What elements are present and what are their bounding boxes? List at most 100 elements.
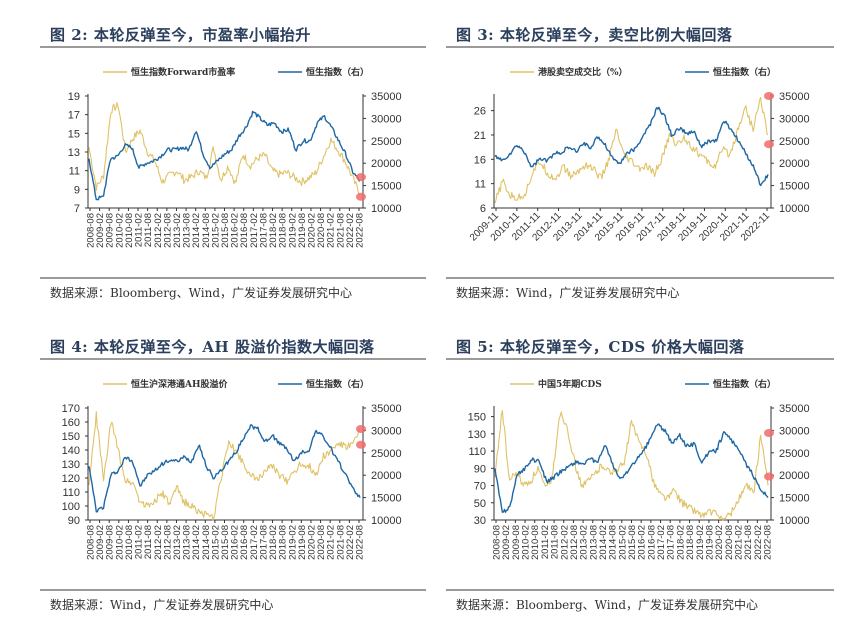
x-tick-label: 2016-02: [230, 213, 241, 248]
x-tick-label: 2015-08: [627, 525, 638, 560]
x-tick-label: 2015-08: [220, 525, 231, 560]
x-tick-label: 2016-02: [230, 525, 241, 560]
x-tick-label: 2021-08: [743, 525, 754, 560]
chart: 恒生指数Forward市盈率 恒生指数（右） 7 9 11 13 15 17 19 10000 15…: [68, 66, 402, 248]
right-tick-label: 15000: [371, 493, 402, 505]
x-tick-label: 2017-02: [656, 525, 667, 560]
x-tick-label: 2012-08: [162, 213, 173, 248]
left-tick-label: 90: [474, 463, 486, 475]
x-tick-label: 2017-02: [249, 525, 260, 560]
right-tick-label: 15000: [779, 181, 810, 193]
x-tick-label: 2019-02: [287, 213, 298, 248]
x-tick-label: 2022-08: [355, 213, 366, 248]
left-tick-label: 9: [74, 184, 80, 196]
x-tick-label: 2012-02: [559, 525, 570, 560]
x-tick-label: 2014-02: [191, 213, 202, 248]
legend-label-right-series: 恒生指数（右）: [306, 66, 369, 78]
right-series-line: [494, 423, 769, 513]
left-tick-label: 160: [62, 417, 80, 429]
x-tick-label: 2013-08: [182, 213, 193, 248]
x-tick-label: 2014-08: [201, 525, 212, 560]
left-series-line: [494, 96, 769, 204]
left-tick-label: 6: [480, 203, 486, 215]
source-rule: [446, 589, 834, 591]
legend: 港股卖空成交比（%） 恒生指数（右）: [510, 66, 776, 78]
source-note: 数据来源：Wind，广发证券发展研究中心: [50, 598, 274, 612]
x-tick-label: 2014-02: [191, 525, 202, 560]
x-tick-label: 2013-08: [588, 525, 599, 560]
right-tick-label: 35000: [779, 403, 810, 415]
figure-2-panel: 图 2: 本轮反弹至今，市盈率小幅抬升 恒生指数Forward市盈率 恒生指数（右…: [40, 24, 426, 314]
x-tick-label: 2011-08: [550, 525, 561, 559]
source-note: 数据来源：Wind，广发证券发展研究中心: [456, 286, 680, 300]
x-tick-label: 2016-08: [646, 525, 657, 560]
legend-label-left-series: 恒生沪深港通AH股溢价: [131, 378, 228, 390]
left-tick-label: 21: [474, 130, 486, 142]
x-tick-label: 2022-02: [345, 213, 356, 248]
source-rule: [40, 277, 426, 279]
chart: 港股卖空成交比（%） 恒生指数（右） 6 11 16 21 26 10000 15000 2000…: [468, 66, 810, 244]
legend: 恒生指数Forward市盈率 恒生指数（右）: [103, 66, 369, 78]
x-tick-label: 2018-08: [278, 525, 289, 560]
x-tick-label: 2009-08: [105, 525, 116, 560]
left-tick-label: 16: [474, 154, 486, 166]
x-tick-label: 2014-08: [201, 213, 212, 248]
left-tick-label: 13: [68, 147, 80, 159]
figure-title: 图 5: 本轮反弹至今，CDS 价格大幅回落: [456, 338, 745, 356]
x-tick-label: 2021-08: [335, 213, 346, 248]
left-tick-label: 50: [474, 498, 486, 510]
left-series-line: [88, 101, 361, 196]
x-tick-label: 2009-02: [95, 525, 106, 560]
x-tick-label: 2021-02: [326, 213, 337, 248]
left-tick-label: 70: [474, 481, 486, 493]
highlight-marker: [356, 173, 366, 182]
left-tick-label: 130: [468, 429, 486, 441]
x-tick-label: 2017-08: [666, 525, 677, 560]
legend-label-left-series: 中国5年期CDS: [538, 378, 602, 390]
x-tick-label: 2015-02: [210, 213, 221, 248]
left-tick-label: 170: [62, 403, 80, 415]
highlight-marker: [356, 425, 366, 433]
x-tick-label: 2017-08: [258, 213, 269, 248]
x-tick-label: 2014-08: [608, 525, 619, 560]
source-rule: [40, 589, 426, 591]
legend-label-left-series: 港股卖空成交比（%）: [538, 66, 628, 78]
right-series-line: [494, 106, 769, 187]
legend-label-left-series: 恒生指数Forward市盈率: [131, 66, 235, 78]
left-tick-label: 120: [62, 473, 80, 485]
right-tick-label: 35000: [371, 403, 402, 415]
right-tick-label: 20000: [779, 158, 810, 170]
left-tick-label: 30: [474, 515, 486, 527]
highlight-marker: [764, 472, 774, 481]
x-tick-label: 2009-02: [501, 525, 512, 560]
x-tick-label: 2013-02: [172, 525, 183, 560]
x-tick-label: 2011-02: [134, 525, 145, 559]
right-tick-label: 10000: [779, 515, 810, 527]
left-tick-label: 150: [62, 431, 80, 443]
x-tick-label: 2022-02: [345, 525, 356, 560]
x-tick-label: 2019-08: [297, 213, 308, 248]
x-tick-label: 2012-02: [153, 525, 164, 560]
right-tick-label: 15000: [371, 181, 402, 193]
x-tick-label: 2008-08: [86, 525, 97, 560]
left-series-line: [88, 411, 361, 521]
left-tick-label: 19: [68, 91, 80, 103]
left-tick-label: 110: [468, 446, 486, 458]
legend-label-right-series: 恒生指数（右）: [306, 378, 369, 390]
chart: 中国5年期CDS 恒生指数（右） 30 50 70 90 110 130 150 10000 150…: [468, 378, 810, 560]
left-series-line: [494, 410, 769, 521]
title-rule: [40, 358, 426, 360]
left-tick-label: 150: [468, 412, 486, 424]
x-tick-label: 2019-08: [297, 525, 308, 560]
x-tick-label: 2009-08: [105, 213, 116, 248]
x-tick-label: 2020-08: [316, 213, 327, 248]
x-tick-label: 2008-08: [492, 525, 503, 560]
x-tick-label: 2008-08: [86, 213, 97, 248]
x-tick-label: 2020-08: [724, 525, 735, 560]
figure-5-panel: 图 5: 本轮反弹至今，CDS 价格大幅回落 中国5年期CDS 恒生指数（右） 30…: [446, 336, 834, 626]
highlight-marker: [764, 140, 774, 149]
source-note: 数据来源：Bloomberg、Wind，广发证券发展研究中心: [50, 286, 353, 300]
x-tick-label: 2016-08: [239, 525, 250, 560]
chart: 恒生沪深港通AH股溢价 恒生指数（右） 90 100 110 120 130 140 150 16…: [62, 378, 402, 560]
right-tick-label: 25000: [779, 136, 810, 148]
